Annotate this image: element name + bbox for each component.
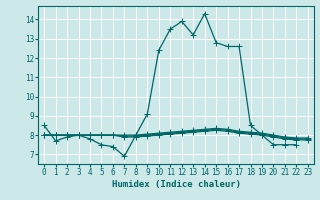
X-axis label: Humidex (Indice chaleur): Humidex (Indice chaleur) bbox=[111, 180, 241, 189]
